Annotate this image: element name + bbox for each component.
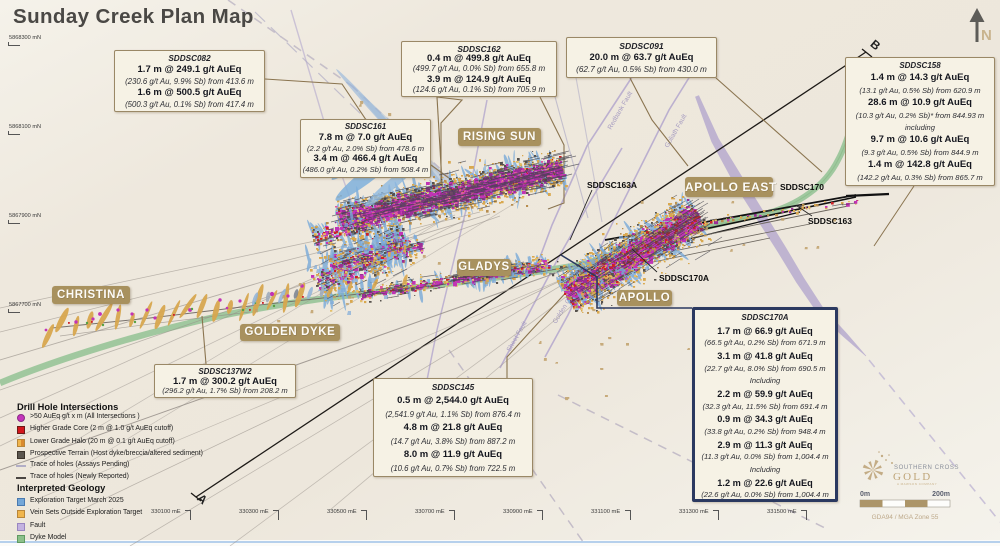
svg-text:0m: 0m (860, 491, 870, 498)
svg-text:SOUTHERN CROSS: SOUTHERN CROSS (894, 465, 959, 471)
svg-text:A MAWSON COMPANY: A MAWSON COMPANY (897, 482, 937, 486)
svg-text:GDA94 / MGA Zone 55: GDA94 / MGA Zone 55 (872, 514, 939, 521)
svg-text:200m: 200m (932, 491, 950, 498)
svg-text:N: N (981, 27, 992, 44)
svg-text:GOLD: GOLD (893, 471, 932, 483)
